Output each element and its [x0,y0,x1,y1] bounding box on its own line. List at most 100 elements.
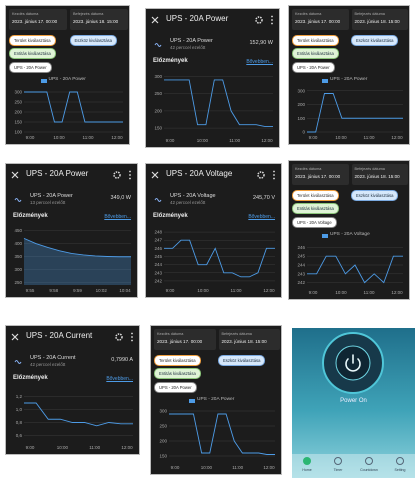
dialog-panel: UPS - 20A Current UPS - 20A Current 42 per… [5,325,140,455]
y-tick-label: 246 [154,246,162,251]
y-tick-label: 200 [297,102,305,107]
entity-chip: UPS - 20A Power [292,62,335,73]
date-label: Befejezés dátuma [221,332,252,336]
history-panel: Kezdés dátuma 2023. június 17. 00:00 Befej… [288,160,410,300]
nav-label[interactable]: Countdown [360,468,378,472]
date-value: 2023. június 18. 15:00 [354,174,400,179]
entity-state: 349,0 W [110,195,131,201]
y-tick-label: 248 [154,230,162,235]
x-tick-label: 10:00 [57,445,69,450]
history-heading: Előzmények [13,213,48,219]
y-tick-label: 300 [297,88,305,93]
date-field: Befejezés dátuma 2023. június 18. 15:00 [351,9,408,30]
x-tick-label: 12:00 [263,288,275,293]
nav-icon[interactable] [365,457,373,465]
x-tick-label: 12:00 [391,135,403,140]
nav-icon[interactable] [334,457,342,465]
y-tick-label: 0,8 [16,420,23,425]
filter-chip: Eszköz kiválasztása [218,355,266,366]
menu-dot [271,19,273,21]
entity-name: UPS - 20A Power [30,193,73,199]
menu-dot [129,174,131,176]
y-tick-label: 300 [154,74,162,79]
x-tick-label: 11:00 [232,465,243,470]
date-value: 2023. június 17. 00:00 [12,19,58,24]
y-tick-label: 100 [14,130,22,135]
y-tick-label: 250 [14,280,22,285]
entity-icon [154,198,162,202]
nav-icon[interactable] [396,457,404,465]
menu-dot [273,170,275,173]
date-value: 2023. június 17. 00:00 [295,174,341,179]
y-tick-label: 100 [297,116,305,121]
legend-marker [322,79,328,83]
x-tick-label: 12:00 [263,465,275,470]
nav-icon[interactable] [303,457,311,465]
y-tick-label: 242 [297,280,305,285]
date-field: Kezdés dátuma 2023. június 17. 00:00 [154,329,216,350]
x-tick-label: 9:00 [166,288,175,293]
y-tick-label: 245 [154,254,162,259]
dialog-header-icons [151,15,273,25]
nav-label[interactable]: Timer [333,468,343,472]
close-icon [11,333,19,341]
history-chart: 248 247 246 245 244 243 242 9:00 10:00 11:00 12:00 [154,230,275,293]
entity-icon-shape [14,198,22,202]
filter-chip: Eszköz kiválasztása [351,190,399,201]
x-tick-label: 12:00 [391,290,403,295]
x-tick-label: 9:00 [26,135,35,140]
history-heading: Előzmények [13,375,48,381]
date-label: Befejezés dátuma [354,12,385,16]
menu-dot [273,177,275,180]
nav-label[interactable]: Home [302,468,312,472]
x-tick-label: 9:00 [166,138,175,143]
x-tick-label: 11:00 [364,135,375,140]
dialog-title: UPS - 20A Current [26,331,93,340]
entity-updated: 42 perccel ezelőtt [170,200,206,205]
x-tick-label: 10:02 [96,288,108,293]
x-tick-label: 10:04 [119,288,131,293]
close-icon [151,171,159,179]
date-field: Befejezés dátuma 2023. június 18. 15:00 [218,329,280,350]
x-tick-label: 12:00 [121,445,133,450]
more-link: Bővebben... [246,59,273,65]
x-tick-label: 10:00 [335,290,347,295]
nav-label[interactable]: Setting [394,468,406,472]
settings-icon [113,171,121,179]
history-line [307,255,403,284]
entity-state: 0,7990 A [111,357,133,363]
history-line [23,237,131,258]
more-link: Bővebben... [104,214,131,220]
power-button [322,332,384,394]
date-value: 2023. június 18. 15:00 [221,339,267,344]
filter-chip: Eszköz kiválasztása [351,35,399,46]
x-tick-label: 9:00 [26,445,35,450]
entity-name: UPS - 20A Current [30,355,76,361]
y-tick-label: 300 [14,90,22,95]
power-status: Power On [340,398,367,404]
y-tick-label: 250 [14,100,22,105]
date-label: Befejezés dátuma [73,12,104,16]
dialog-header-icons [11,332,133,342]
x-tick-label: 10:00 [53,135,65,140]
menu-dot [271,22,273,25]
filter-chip: Entitás kiválasztása [154,368,201,379]
y-tick-label: 150 [159,454,167,459]
date-value: 2023. június 18. 15:00 [354,19,400,24]
date-field: Befejezés dátuma 2023. június 18. 15:00 [351,164,408,185]
y-tick-label: 150 [154,126,162,131]
chart-legend: UPS - 20A Power [197,397,235,402]
history-line [307,93,403,133]
y-tick-label: 300 [159,409,167,414]
date-label: Kezdés dátuma [12,12,39,16]
history-line [164,79,273,127]
x-tick-label: 10:00 [335,135,347,140]
more-link: Bővebben... [248,214,275,220]
menu-dot [131,336,133,338]
y-tick-label: 243 [154,270,162,275]
legend-marker [189,399,195,403]
filter-chip: Eszköz kiválasztása [69,35,117,46]
x-tick-label: 10:00 [197,138,209,143]
date-field: Kezdés dátuma 2023. június 17. 00:00 [292,9,349,30]
